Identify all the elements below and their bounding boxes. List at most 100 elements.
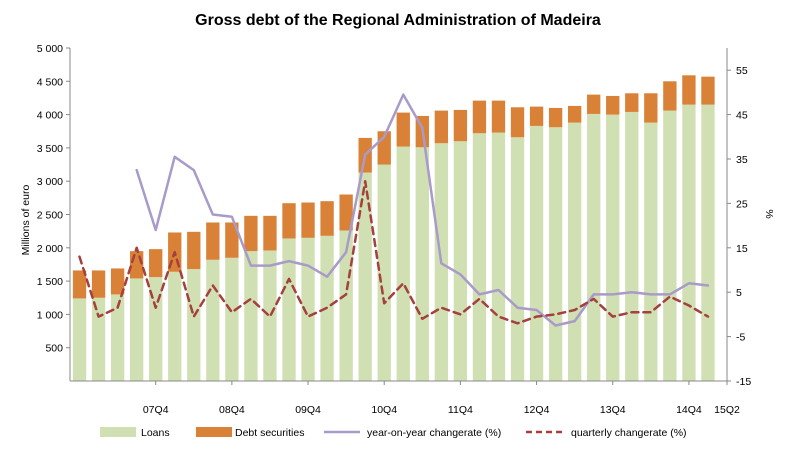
bar-loans-17 [396,146,410,381]
bar-debt-securities-24 [529,106,544,126]
bar-loans-12 [301,237,315,381]
x-tick-label: 11Q4 [448,404,473,416]
bar-loans-26 [567,122,582,381]
bar-loans-20 [453,141,468,381]
bar-loans-6 [187,269,201,381]
bar-loans-30 [644,122,658,381]
bar-debt-securities-17 [396,112,410,147]
bars-layer [72,75,715,382]
y2-tick-label: 55 [736,65,748,77]
bar-debt-securities-14 [339,194,353,231]
bar-loans-28 [606,114,620,381]
y-axis-title: Millions of euro [20,185,32,256]
y-tick-label: 1 000 [37,309,63,321]
bar-loans-32 [682,104,696,382]
legend: Loans Debt securities year-on-year chang… [100,427,687,439]
bar-debt-securities-27 [587,94,601,114]
bar-loans-8 [225,257,239,381]
bar-debt-securities-32 [682,75,696,105]
y-tick-label: 1 500 [37,276,63,288]
bar-loans-2 [110,294,125,381]
x-tick-label: 14Q4 [676,404,702,416]
bar-loans-7 [206,259,220,381]
bar-debt-securities-2 [110,268,125,295]
y-tick-label: 2 000 [37,243,63,255]
bar-debt-securities-21 [472,100,487,134]
y-tick-label: 3 500 [37,143,63,155]
bar-debt-securities-20 [453,109,468,142]
bar-loans-4 [149,277,163,381]
bar-loans-9 [244,251,258,381]
bar-loans-29 [625,111,639,381]
y2-tick-label: 45 [736,110,748,122]
bar-debt-securities-28 [606,95,620,115]
bar-loans-14 [339,230,353,381]
bar-loans-18 [415,147,429,381]
y-ticks-layer: 500 1 000 1 500 2 000 2 500 3 000 3 500 4 000 4 … [37,43,70,355]
x-tick-label: 07Q4 [143,404,169,416]
y2-tick-label: -15 [736,376,751,388]
bar-loans-16 [377,164,391,381]
y2-tick-label: 25 [736,198,748,210]
bar-loans-10 [263,250,277,381]
chart-title: Gross debt of the Regional Administratio… [195,12,601,29]
bar-loans-3 [129,278,144,381]
y-tick-label: 2 500 [37,210,63,222]
x-tick-label: 13Q4 [600,404,626,416]
bar-loans-25 [548,127,563,381]
y2-ticks-layer: -15 -5 5 15 25 35 45 55 [727,65,751,388]
bar-loans-11 [282,238,296,381]
x-tick-label: 09Q4 [295,404,321,416]
legend-label-debt-securities: Debt securities [235,427,304,439]
legend-swatch-debt-securities [196,427,232,437]
y-tick-label: 500 [45,343,63,355]
bar-loans-0 [72,298,87,381]
bar-debt-securities-31 [663,81,677,111]
bar-debt-securities-4 [149,249,163,278]
bar-debt-securities-8 [225,222,239,258]
y-tick-label: 3 000 [37,176,63,188]
y-tick-label: 4 500 [37,76,63,88]
bar-debt-securities-23 [510,107,525,138]
bar-debt-securities-6 [187,231,201,270]
y2-tick-label: 15 [736,243,748,255]
bar-debt-securities-9 [244,215,258,252]
y2-tick-label: 35 [736,154,748,166]
bar-debt-securities-25 [548,107,563,128]
x-ticks-layer: 07Q4 08Q4 09Q4 10Q4 11Q4 12Q4 13Q4 14Q4 15Q2 [143,381,740,416]
bar-loans-15 [358,172,372,381]
bar-loans-21 [472,133,487,381]
y2-axis-title: % [763,209,775,218]
x-tick-label: 15Q2 [714,404,740,416]
bar-loans-31 [663,110,677,381]
x-tick-label: 12Q4 [524,404,550,416]
bar-debt-securities-30 [644,93,658,123]
y-tick-label: 5 000 [37,43,63,55]
bar-loans-5 [168,271,182,381]
bar-loans-22 [491,132,506,381]
bar-debt-securities-26 [567,105,582,123]
line-year-on-year-change-rate [135,93,710,327]
y2-tick-label: 5 [736,287,742,299]
x-tick-label: 08Q4 [219,404,245,416]
bar-loans-23 [510,137,525,381]
y-tick-label: 4 000 [37,110,63,122]
bar-debt-securities-11 [282,203,296,239]
bar-debt-securities-12 [301,202,315,238]
bar-debt-securities-7 [206,222,220,260]
bar-debt-securities-19 [434,110,449,144]
bar-loans-1 [91,297,106,381]
bar-debt-securities-22 [491,100,506,133]
legend-swatch-loans [100,427,136,437]
bar-debt-securities-3 [129,251,144,279]
legend-label-year-on-year: year-on-year changerate (%) [367,427,501,439]
bar-debt-securities-1 [91,270,106,298]
bar-debt-securities-33 [701,76,715,105]
bar-loans-27 [587,113,601,382]
bar-debt-securities-0 [72,270,87,299]
bar-debt-securities-13 [320,201,334,236]
legend-label-loans: Loans [141,427,170,439]
line-quarterly-change-rate [78,179,710,325]
bar-debt-securities-10 [263,215,277,251]
